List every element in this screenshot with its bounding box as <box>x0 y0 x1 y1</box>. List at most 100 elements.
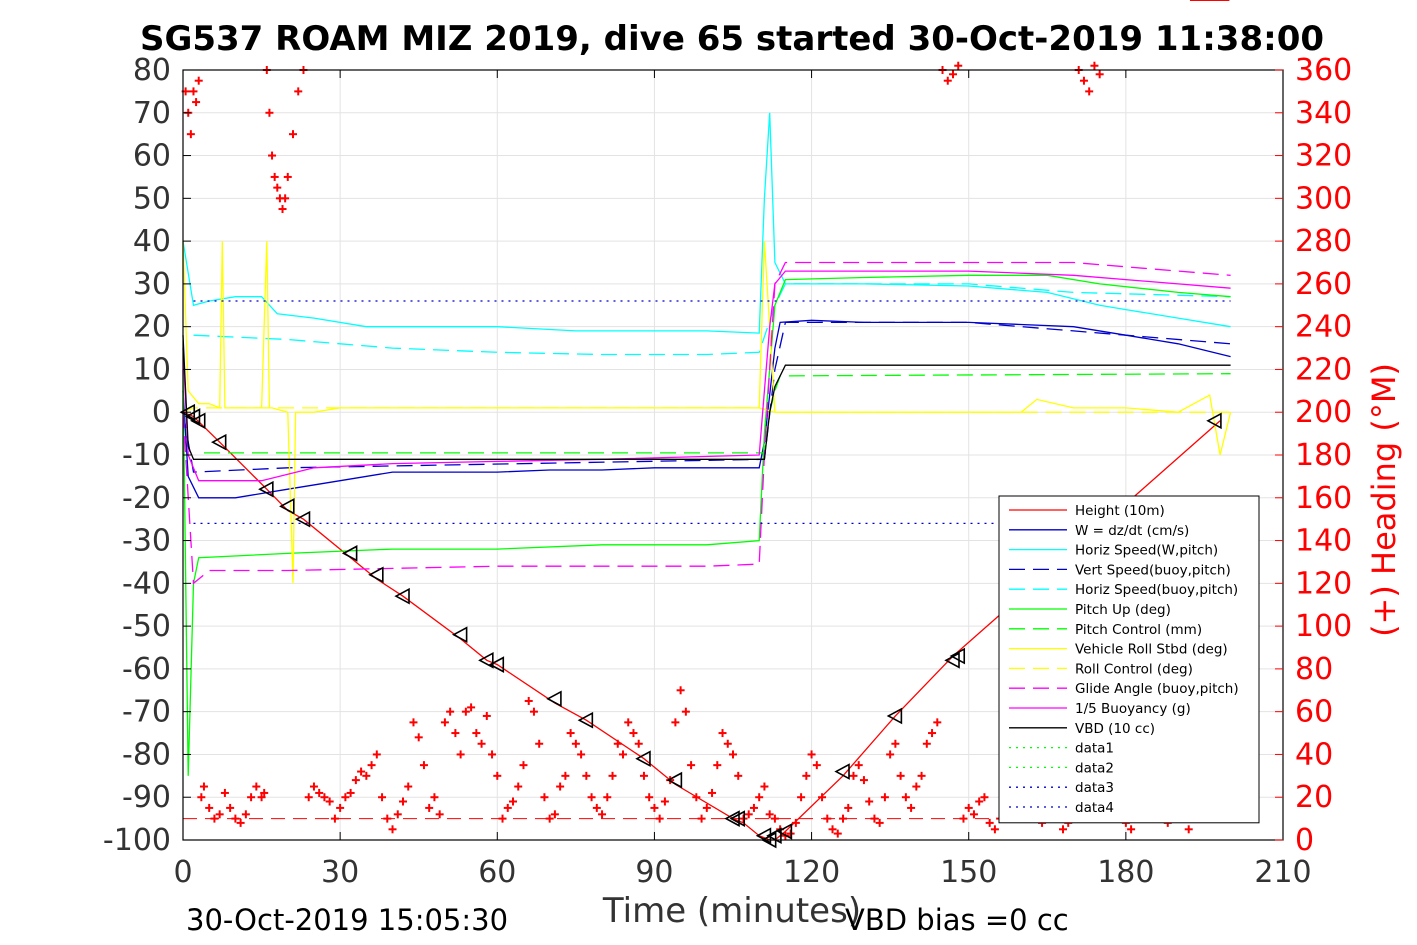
legend-entry: W = dz/dt (cm/s) <box>1075 523 1189 539</box>
heading-point <box>922 739 931 748</box>
heading-point <box>582 771 591 780</box>
heading-point <box>1095 70 1104 79</box>
profile-marker <box>724 810 740 827</box>
legend-entry: data2 <box>1075 760 1114 776</box>
axes: 0 30 60 90 120 150 180 210-100-90-80-70-60-50-4… <box>103 53 1352 890</box>
heading-point <box>697 814 706 823</box>
heading-point <box>210 814 219 823</box>
heading-point <box>325 797 334 806</box>
heading-point <box>755 793 764 802</box>
heading-point <box>907 803 916 812</box>
heading-point <box>215 810 224 819</box>
heading-point <box>891 739 900 748</box>
profile-marker <box>577 711 594 729</box>
heading-point <box>477 739 486 748</box>
heading-point <box>270 172 279 181</box>
y-tick-label: -100 <box>103 823 171 858</box>
heading-point <box>493 771 502 780</box>
heading-point <box>1090 61 1099 70</box>
heading-point <box>875 818 884 827</box>
heading-point <box>503 803 512 812</box>
y-tick-label: -80 <box>122 737 171 772</box>
legend-entry: Height (10m) <box>1075 503 1165 519</box>
heading-point <box>713 761 722 770</box>
y-tick-label: 30 <box>133 267 171 302</box>
heading-point <box>330 814 339 823</box>
y-right-tick-label: 260 <box>1295 267 1352 302</box>
legend-entry: data1 <box>1075 741 1114 757</box>
legend-entry: Glide Angle (buoy,pitch) <box>1075 681 1239 697</box>
y-right-tick-label: 220 <box>1295 352 1352 387</box>
heading-point <box>226 803 235 812</box>
heading-point <box>419 761 428 770</box>
heading-point <box>587 793 596 802</box>
heading-point <box>818 793 827 802</box>
heading-point <box>231 814 240 823</box>
heading-point <box>912 782 921 791</box>
y-tick-label: -40 <box>122 566 171 601</box>
heading-point <box>247 793 256 802</box>
heading-point <box>357 767 366 776</box>
heading-point <box>718 729 727 738</box>
footer-timestamp: 30-Oct-2019 15:05:30 <box>186 903 508 937</box>
x-tick-label: 210 <box>1254 855 1311 890</box>
legend-entry: Horiz Speed(W,pitch) <box>1075 543 1218 559</box>
heading-point <box>1127 825 1136 834</box>
heading-point <box>467 703 476 712</box>
heading-point <box>765 810 774 819</box>
profile-marker <box>294 510 311 528</box>
heading-point <box>629 729 638 738</box>
heading-point <box>372 750 381 759</box>
legend-box <box>998 495 1260 824</box>
heading-point <box>561 771 570 780</box>
profile-marker <box>279 497 295 515</box>
x-tick-label: 180 <box>1097 855 1154 890</box>
y-right-tick-label: 340 <box>1295 96 1352 131</box>
heading-point <box>309 782 318 791</box>
profile-marker <box>729 810 746 827</box>
heading-point <box>969 810 978 819</box>
heading-point <box>687 761 696 770</box>
heading-point <box>472 729 481 738</box>
series-line-vbd-10-cc <box>182 335 1231 460</box>
y-tick-label: 10 <box>133 352 171 387</box>
profile-marker <box>776 823 793 840</box>
heading-point <box>192 98 201 107</box>
heading-point <box>1079 76 1088 85</box>
heading-point <box>592 803 601 812</box>
heading-point <box>880 793 889 802</box>
heading-point <box>949 70 957 79</box>
heading-point <box>760 782 769 791</box>
heading-point <box>488 750 497 759</box>
heading-point <box>446 707 455 716</box>
heading-point <box>734 771 743 780</box>
y-tick-label: 50 <box>133 181 171 216</box>
heading-point <box>865 797 874 806</box>
heading-point <box>975 797 984 806</box>
y-tick-label: 70 <box>133 96 171 131</box>
profile-marker <box>341 545 358 562</box>
heading-point <box>980 793 989 802</box>
heading-point <box>959 814 968 823</box>
y-right-tick-label: 0 <box>1295 823 1314 858</box>
heading-point <box>886 750 895 759</box>
heading-point <box>849 771 858 780</box>
profile-marker <box>666 771 683 789</box>
profile-marker <box>949 647 966 665</box>
y-tick-label: -70 <box>122 695 171 730</box>
heading-point <box>770 814 779 823</box>
legend-entry: Vert Speed(buoy,pitch) <box>1075 562 1231 578</box>
y-tick-label: 0 <box>152 395 171 430</box>
series-line-pitch-up-deg <box>182 274 1231 776</box>
heading-point <box>964 803 973 812</box>
legend-entry: data4 <box>1075 800 1114 816</box>
y-tick-label: 40 <box>133 224 171 259</box>
heading-point <box>823 814 832 823</box>
heading-point <box>346 788 355 797</box>
heading-point <box>791 818 800 827</box>
y-tick-label: 80 <box>133 53 171 88</box>
legend-entry: Pitch Up (deg) <box>1075 602 1171 618</box>
y-right-tick-label: 300 <box>1295 181 1352 216</box>
profile-marker <box>635 750 651 768</box>
heading-point <box>399 797 407 806</box>
